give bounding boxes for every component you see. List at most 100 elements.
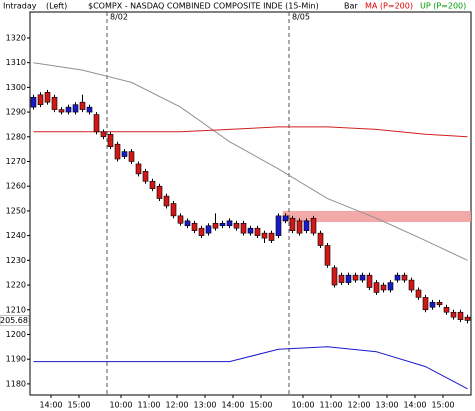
candle-body	[429, 302, 436, 308]
x-tick-label: 14:00	[221, 401, 244, 410]
x-tick-label: 15:00	[249, 401, 272, 410]
candle-body	[79, 101, 86, 110]
resistance-zone	[282, 210, 471, 223]
candle-body	[37, 94, 44, 105]
candle-body	[443, 306, 450, 313]
overlay-line	[33, 346, 468, 390]
candle-body	[240, 222, 247, 234]
candle-body	[359, 274, 366, 281]
x-tick-label: 13:00	[193, 401, 216, 410]
candle-body	[128, 151, 135, 162]
last-price-label: 1205.68	[0, 316, 28, 325]
y-tick-label: 1230	[6, 256, 26, 265]
candle-body	[58, 109, 65, 113]
candle-body	[303, 220, 310, 231]
candle-body	[100, 131, 107, 138]
candle-body	[254, 227, 261, 236]
legend-entry: UP (P=200)	[420, 2, 466, 11]
candle-body	[72, 104, 79, 113]
y-tick-label: 1310	[6, 58, 26, 67]
y-tick-label: 1220	[6, 281, 26, 290]
candle-body	[415, 289, 422, 298]
candle-body	[296, 220, 303, 234]
candle-body	[177, 215, 184, 224]
candle-body	[261, 232, 268, 239]
x-tick-label: 15:00	[67, 401, 90, 410]
candle-body	[422, 297, 429, 311]
candle-body	[219, 222, 226, 227]
candle-body	[373, 282, 380, 293]
y-tick-label: 1260	[6, 182, 26, 191]
candle-body	[198, 227, 205, 236]
last-price-box	[0, 315, 30, 326]
candle-body	[408, 279, 415, 291]
candle-body	[44, 92, 51, 103]
candle-body	[331, 267, 338, 286]
candle-body	[394, 274, 401, 281]
candle-body	[450, 311, 457, 318]
candle-body	[156, 185, 163, 199]
candle-body	[226, 220, 233, 227]
day-label: 8/02	[110, 13, 128, 22]
candle-body	[317, 232, 324, 246]
candle-body	[338, 274, 345, 283]
candle-body	[387, 282, 394, 291]
candle-body	[86, 106, 93, 113]
candle-body	[121, 151, 128, 157]
y-tick-label: 1250	[6, 206, 26, 215]
header-title: $COMPX - NASDAQ COMBINED COMPOSITE INDE …	[88, 2, 319, 11]
candle-body	[247, 227, 254, 234]
candle-body	[345, 274, 352, 283]
candle-body	[275, 215, 282, 236]
y-tick-label: 1300	[6, 83, 26, 92]
x-tick-label: 11:00	[319, 401, 342, 410]
candle-body	[191, 222, 198, 231]
candle-body	[163, 195, 170, 207]
header-style: Bar	[344, 2, 358, 11]
candle-body	[289, 218, 296, 231]
candle-body	[282, 215, 289, 222]
y-tick-label: 1320	[6, 33, 26, 42]
candle-body	[205, 225, 212, 234]
candle-body	[93, 114, 100, 133]
y-tick-label: 1200	[6, 330, 26, 339]
day-label: 8/05	[292, 13, 310, 22]
plot-frame	[29, 11, 472, 396]
x-tick-label: 10:00	[109, 401, 132, 410]
candle-body	[114, 143, 121, 160]
candle-body	[268, 232, 275, 241]
candle-body	[366, 274, 373, 288]
candle-body	[51, 96, 58, 110]
candle-body	[135, 163, 142, 175]
candle-body	[30, 96, 37, 108]
overlay-line	[33, 62, 468, 261]
candle-body	[324, 245, 331, 266]
candle-body	[401, 274, 408, 281]
candle-body	[380, 284, 387, 291]
y-tick-label: 1210	[6, 305, 26, 314]
y-tick-label: 1280	[6, 132, 26, 141]
x-tick-label: 12:00	[347, 401, 370, 410]
candle-body	[457, 311, 464, 320]
y-tick-label: 1190	[6, 355, 26, 364]
x-tick-label: 14:00	[403, 401, 426, 410]
candle-body	[352, 274, 359, 281]
y-tick-label: 1290	[6, 108, 26, 117]
overlay-line	[33, 126, 468, 138]
y-tick-label: 1180	[6, 379, 26, 388]
candle-body	[233, 222, 240, 229]
candle-body	[170, 203, 177, 217]
candle-body	[464, 316, 471, 321]
x-tick-label: 11:00	[137, 401, 160, 410]
x-tick-label: 10:00	[291, 401, 314, 410]
y-tick-label: 1240	[6, 231, 26, 240]
header-mode: Intraday	[3, 2, 37, 11]
candle-body	[212, 222, 219, 229]
x-tick-label: 12:00	[165, 401, 188, 410]
x-tick-label: 13:00	[375, 401, 398, 410]
candle-body	[436, 302, 443, 306]
candle-body	[65, 106, 72, 113]
candle-body	[107, 134, 114, 147]
